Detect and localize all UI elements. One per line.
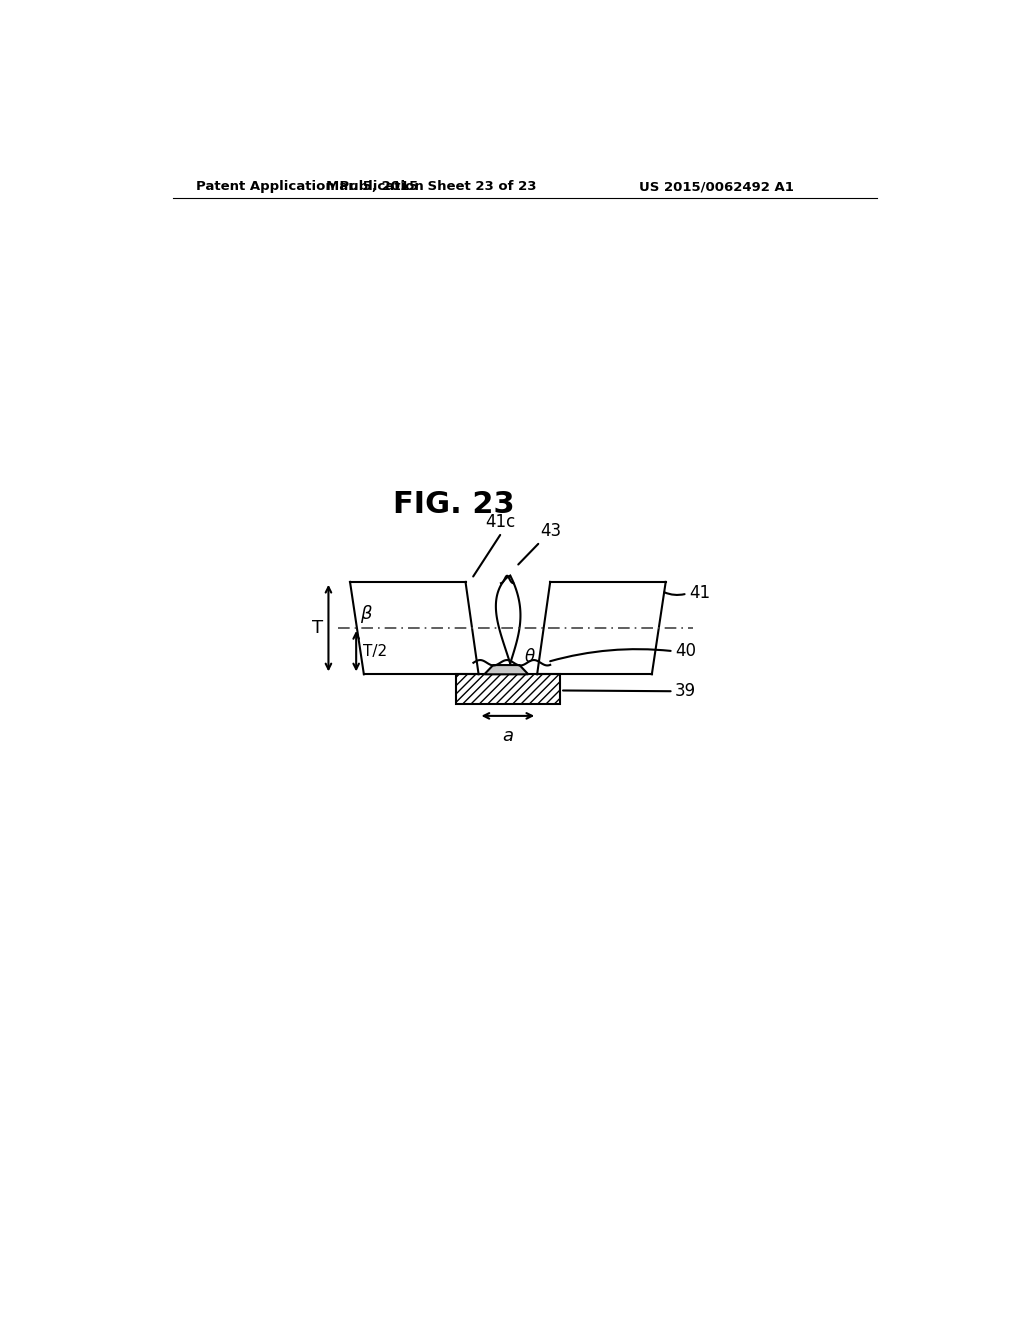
Text: T: T bbox=[312, 619, 324, 638]
Text: Patent Application Publication: Patent Application Publication bbox=[196, 181, 424, 194]
Bar bbox=[456, 675, 560, 704]
Polygon shape bbox=[484, 665, 528, 675]
Text: 41c: 41c bbox=[485, 513, 515, 531]
Text: 43: 43 bbox=[541, 523, 561, 540]
Text: β: β bbox=[360, 606, 372, 623]
Text: US 2015/0062492 A1: US 2015/0062492 A1 bbox=[639, 181, 794, 194]
Text: θ: θ bbox=[524, 648, 535, 667]
Text: a: a bbox=[503, 726, 513, 744]
Text: FIG. 23: FIG. 23 bbox=[393, 491, 515, 519]
Text: 39: 39 bbox=[675, 682, 696, 700]
Text: Mar. 5, 2015  Sheet 23 of 23: Mar. 5, 2015 Sheet 23 of 23 bbox=[326, 181, 537, 194]
Text: T/2: T/2 bbox=[364, 644, 387, 659]
Text: 41: 41 bbox=[689, 585, 710, 602]
Text: 40: 40 bbox=[675, 643, 696, 660]
